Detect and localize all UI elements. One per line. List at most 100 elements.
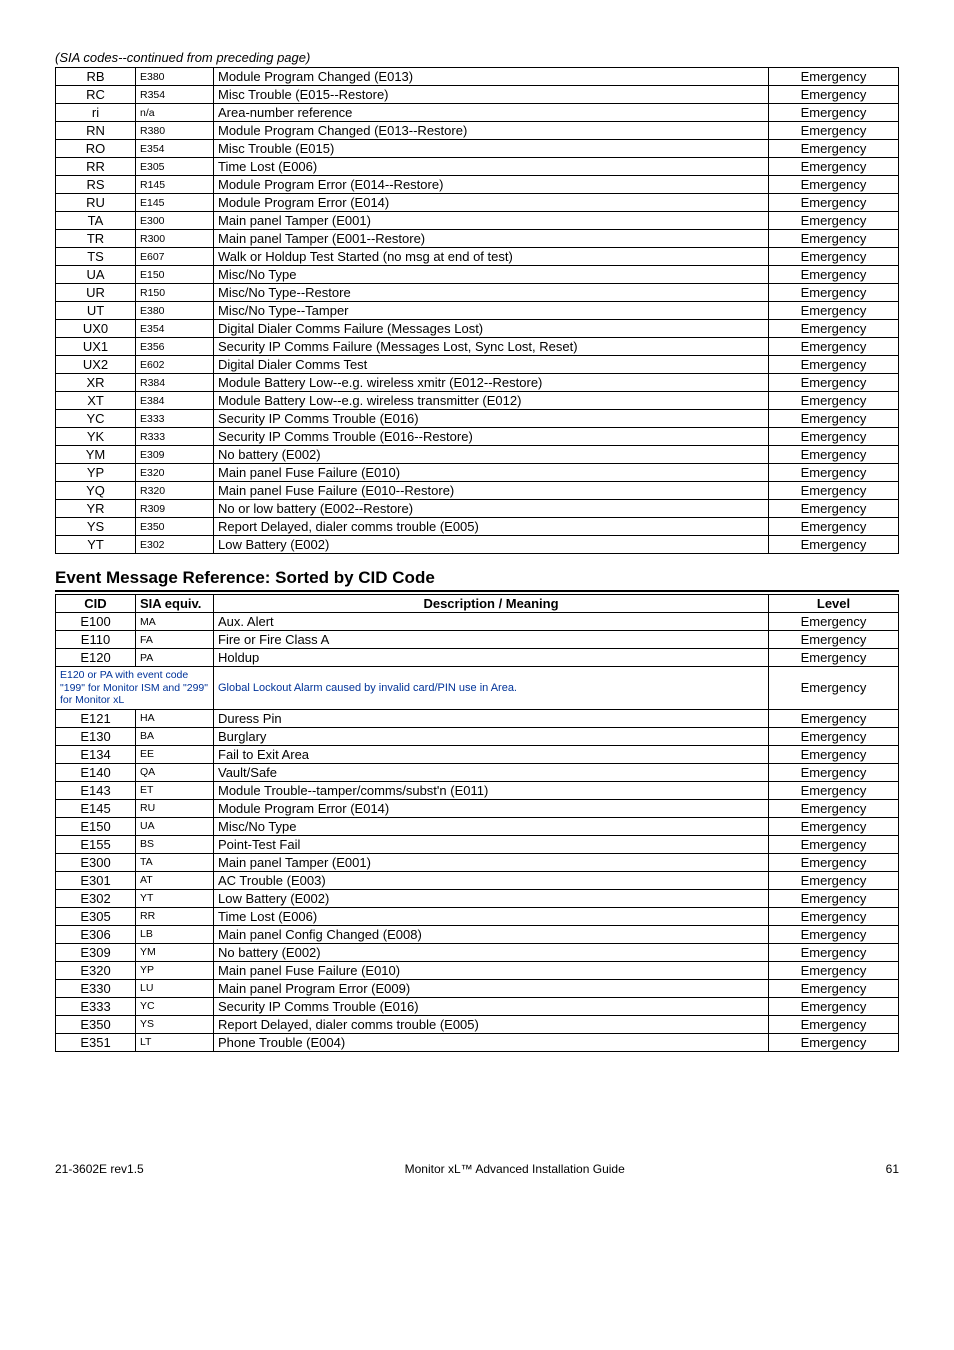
cid-equiv-cell: E354 <box>136 140 214 158</box>
level-cell: Emergency <box>769 907 899 925</box>
description-cell: Main panel Fuse Failure (E010--Restore) <box>214 482 769 500</box>
sia-equiv-cell: YS <box>136 1015 214 1033</box>
level-cell: Emergency <box>769 613 899 631</box>
table-row: E350YSReport Delayed, dialer comms troub… <box>56 1015 899 1033</box>
cid-code-cell: E351 <box>56 1033 136 1051</box>
cid-code-cell: E155 <box>56 835 136 853</box>
sia-equiv-cell: BS <box>136 835 214 853</box>
table-row: E309YMNo battery (E002)Emergency <box>56 943 899 961</box>
cid-code-cell: E140 <box>56 763 136 781</box>
level-cell: Emergency <box>769 1033 899 1051</box>
sia-code-cell: UA <box>56 266 136 284</box>
sia-code-cell: YM <box>56 446 136 464</box>
table-row: XRR384Module Battery Low--e.g. wireless … <box>56 374 899 392</box>
cid-equiv-cell: R384 <box>136 374 214 392</box>
description-cell: Time Lost (E006) <box>214 907 769 925</box>
sia-code-cell: RS <box>56 176 136 194</box>
sia-equiv-cell: FA <box>136 631 214 649</box>
level-cell: Emergency <box>769 835 899 853</box>
table-row: UTE380Misc/No Type--TamperEmergency <box>56 302 899 320</box>
sia-code-cell: YS <box>56 518 136 536</box>
footer-right: 61 <box>886 1162 899 1176</box>
sia-code-cell: UX2 <box>56 356 136 374</box>
sia-code-cell: TA <box>56 212 136 230</box>
cid-codes-table: CID SIA equiv. Description / Meaning Lev… <box>55 594 899 1052</box>
table-row: E130BABurglaryEmergency <box>56 727 899 745</box>
description-cell: Fire or Fire Class A <box>214 631 769 649</box>
sia-equiv-cell: YP <box>136 961 214 979</box>
level-cell: Emergency <box>769 482 899 500</box>
table-row: E134EEFail to Exit AreaEmergency <box>56 745 899 763</box>
table-row: rin/aArea-number referenceEmergency <box>56 104 899 122</box>
cid-equiv-cell: E602 <box>136 356 214 374</box>
table-row: E300TAMain panel Tamper (E001)Emergency <box>56 853 899 871</box>
cid-equiv-cell: E607 <box>136 248 214 266</box>
table-row: E351LTPhone Trouble (E004)Emergency <box>56 1033 899 1051</box>
table-row: E110FAFire or Fire Class AEmergency <box>56 631 899 649</box>
description-cell: Misc Trouble (E015) <box>214 140 769 158</box>
cid-equiv-cell: R354 <box>136 86 214 104</box>
footer-center: Monitor xL™ Advanced Installation Guide <box>405 1162 625 1176</box>
level-cell: Emergency <box>769 266 899 284</box>
table-row: E120PAHoldupEmergency <box>56 649 899 667</box>
cid-code-cell: E143 <box>56 781 136 799</box>
sia-code-cell: YP <box>56 464 136 482</box>
table-row: URR150Misc/No Type--RestoreEmergency <box>56 284 899 302</box>
cid-code-cell: E330 <box>56 979 136 997</box>
sia-equiv-cell: LU <box>136 979 214 997</box>
cid-equiv-cell: E384 <box>136 392 214 410</box>
cid-code-cell: E145 <box>56 799 136 817</box>
table-row: E145RUModule Program Error (E014)Emergen… <box>56 799 899 817</box>
sia-equiv-cell: YC <box>136 997 214 1015</box>
table-row: TSE607Walk or Holdup Test Started (no ms… <box>56 248 899 266</box>
table-row: E302YTLow Battery (E002)Emergency <box>56 889 899 907</box>
description-cell: Phone Trouble (E004) <box>214 1033 769 1051</box>
cid-code-cell: E100 <box>56 613 136 631</box>
header-sia-equiv: SIA equiv. <box>136 595 214 613</box>
sia-code-cell: RN <box>56 122 136 140</box>
table-row: XTE384Module Battery Low--e.g. wireless … <box>56 392 899 410</box>
cid-code-cell: E134 <box>56 745 136 763</box>
description-cell: Module Program Changed (E013--Restore) <box>214 122 769 140</box>
level-cell: Emergency <box>769 68 899 86</box>
sia-equiv-cell: HA <box>136 709 214 727</box>
description-cell: Main panel Tamper (E001) <box>214 212 769 230</box>
table-row: RSR145Module Program Error (E014--Restor… <box>56 176 899 194</box>
level-cell: Emergency <box>769 667 899 710</box>
level-cell: Emergency <box>769 979 899 997</box>
cid-equiv-cell: R320 <box>136 482 214 500</box>
description-cell: Security IP Comms Trouble (E016) <box>214 997 769 1015</box>
level-cell: Emergency <box>769 302 899 320</box>
table-row: YRR309No or low battery (E002--Restore)E… <box>56 500 899 518</box>
table-row: YSE350Report Delayed, dialer comms troub… <box>56 518 899 536</box>
description-cell: Burglary <box>214 727 769 745</box>
description-cell: Main panel Fuse Failure (E010) <box>214 961 769 979</box>
description-cell: Module Program Error (E014) <box>214 194 769 212</box>
cid-equiv-cell: R309 <box>136 500 214 518</box>
level-cell: Emergency <box>769 428 899 446</box>
sia-equiv-cell: ET <box>136 781 214 799</box>
level-cell: Emergency <box>769 763 899 781</box>
sia-code-cell: UR <box>56 284 136 302</box>
sia-code-cell: XT <box>56 392 136 410</box>
cid-code-cell: E350 <box>56 1015 136 1033</box>
level-cell: Emergency <box>769 230 899 248</box>
table-row: YKR333Security IP Comms Trouble (E016--R… <box>56 428 899 446</box>
level-cell: Emergency <box>769 158 899 176</box>
level-cell: Emergency <box>769 649 899 667</box>
level-cell: Emergency <box>769 212 899 230</box>
level-cell: Emergency <box>769 727 899 745</box>
sia-equiv-cell: PA <box>136 649 214 667</box>
cid-code-cell: E120 <box>56 649 136 667</box>
table-row: E120 or PA with event code "199" for Mon… <box>56 667 899 710</box>
sia-code-cell: UX1 <box>56 338 136 356</box>
description-cell: Aux. Alert <box>214 613 769 631</box>
level-cell: Emergency <box>769 1015 899 1033</box>
description-cell: Report Delayed, dialer comms trouble (E0… <box>214 1015 769 1033</box>
table-row: RNR380Module Program Changed (E013--Rest… <box>56 122 899 140</box>
table-row: RBE380Module Program Changed (E013)Emerg… <box>56 68 899 86</box>
description-cell: Time Lost (E006) <box>214 158 769 176</box>
cid-code-cell: E309 <box>56 943 136 961</box>
level-cell: Emergency <box>769 122 899 140</box>
table-row: E320YPMain panel Fuse Failure (E010)Emer… <box>56 961 899 979</box>
